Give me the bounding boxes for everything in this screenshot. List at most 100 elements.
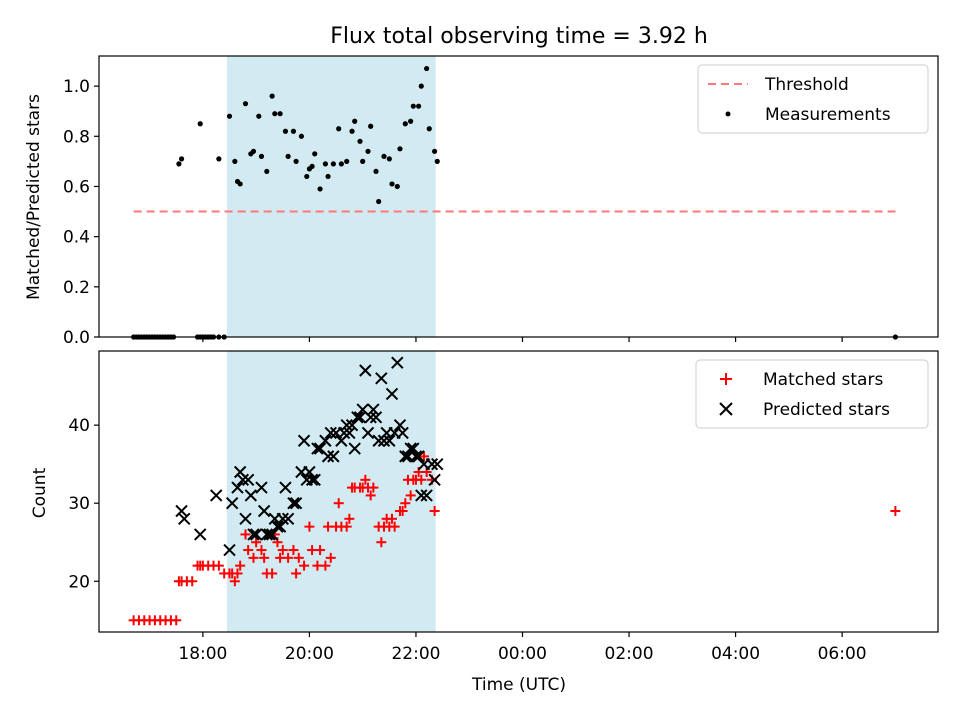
matched-stars-point [304, 521, 315, 532]
count-panel: 20 30 40 18:00 20:00 22:00 00:00 02:00 04:00 06:0… [30, 350, 939, 695]
matched-stars-point [376, 537, 387, 548]
predicted-stars-point [321, 450, 335, 463]
measurements-point [282, 128, 289, 134]
count-y-axis-label: Count [30, 467, 50, 518]
measurements-point [418, 83, 424, 89]
ratio-y-tick-label: 0.4 [63, 228, 90, 248]
predicted-stars-point [279, 481, 292, 494]
matched-stars-point [248, 552, 259, 563]
predicted-stars-point [236, 473, 250, 486]
measurements-point [394, 183, 400, 190]
measurements-point [432, 148, 438, 154]
x-tick-label: 20:00 [285, 644, 334, 664]
measurements-point [304, 173, 310, 180]
predicted-stars-point [431, 457, 444, 471]
matched-legend-label: Matched stars [763, 370, 883, 390]
ratio-y-tick-label: 0.6 [63, 177, 90, 197]
ratio-y-tick-label: 0.8 [63, 127, 90, 147]
predicted-legend-swatch [719, 402, 733, 416]
matched-stars-point [389, 521, 400, 532]
predicted-stars-point [367, 403, 380, 416]
predicted-stars-point [396, 426, 409, 440]
predicted-stars-point [241, 473, 255, 486]
predicted-stars-point [324, 426, 337, 440]
measurements-point [258, 153, 265, 159]
predicted-stars-point [415, 489, 428, 502]
predicted-stars-point [425, 457, 439, 471]
predicted-stars-point [175, 504, 188, 518]
matched-stars-point [229, 576, 240, 587]
matched-stars-point [240, 529, 251, 540]
measurements-point [426, 126, 432, 132]
matched-stars-point [259, 552, 270, 563]
threshold-legend-label: Threshold [764, 75, 849, 95]
ratio-panel: Flux total observing time = 3.92 h 0.0 0.… [24, 24, 939, 348]
predicted-stars-point [249, 528, 263, 541]
matched-stars-point [267, 568, 278, 579]
matched-stars-point [333, 498, 344, 509]
predicted-stars-point [255, 481, 268, 494]
predicted-stars-point [369, 411, 383, 424]
measurements-point [317, 186, 323, 192]
count-plot-frame [98, 350, 939, 633]
matched-stars-point [277, 545, 288, 556]
measurements-point [344, 158, 350, 164]
measurements-point [338, 161, 344, 167]
matched-stars-point [368, 482, 379, 493]
predicted-stars-point [260, 528, 274, 541]
measurements-legend-label: Measurements [765, 105, 891, 125]
matched-stars-point [360, 474, 371, 485]
matched-stars-point [243, 545, 254, 556]
predicted-stars-point [343, 426, 356, 440]
measurements-point [216, 156, 222, 162]
count-legend-box [695, 359, 929, 429]
predicted-stars-point [407, 442, 420, 455]
matched-stars-point [256, 545, 267, 556]
measurements-point [290, 128, 297, 134]
measurements-point [237, 181, 243, 187]
count-legend: Matched stars Predicted stars [695, 359, 929, 429]
predicted-stars-point [351, 411, 364, 424]
x-axis-label: Time (UTC) [471, 675, 566, 695]
ratio-y-tick-label: 0.2 [63, 278, 90, 298]
predicted-stars-point [244, 489, 258, 502]
measurements-point [264, 168, 270, 175]
predicted-stars-point [247, 528, 260, 541]
measurements-point [250, 148, 257, 154]
matched-stars-point [320, 560, 331, 571]
matched-stars-point [365, 490, 376, 501]
measurements-point [322, 161, 328, 167]
measurements-point [360, 158, 366, 164]
predicted-stars-point [271, 520, 284, 533]
measurements-point [232, 158, 238, 164]
predicted-stars-point [385, 387, 399, 401]
measurements-point [402, 121, 408, 127]
predicted-stars-point [364, 411, 377, 424]
matched-stars-point [293, 552, 304, 563]
matched-stars-point [315, 545, 326, 556]
matched-stars-point [288, 545, 299, 556]
predicted-stars-point [287, 497, 300, 510]
measurements-point [330, 161, 336, 167]
matched-stars-point [341, 521, 352, 532]
matched-stars-point [291, 568, 302, 579]
measurements-point [178, 156, 185, 162]
count-y-tick-label: 20 [68, 572, 90, 592]
x-tick-label: 22:00 [391, 644, 440, 664]
x-tick-label: 18:00 [178, 644, 227, 664]
ratio-y-tick-label: 1.0 [63, 77, 90, 97]
measurements-point [357, 138, 363, 144]
x-tick-label: 06:00 [818, 644, 867, 664]
x-tick-label: 00:00 [498, 644, 547, 664]
measurements-point [376, 198, 382, 205]
predicted-stars-point [281, 512, 295, 526]
matched-stars-point [283, 552, 294, 563]
x-tick-label: 02:00 [605, 644, 654, 664]
matched-stars-point [187, 576, 198, 587]
measurements-point [256, 113, 262, 119]
matched-stars-point [405, 490, 416, 501]
matched-stars-point [171, 615, 182, 626]
measurements-point [397, 146, 403, 152]
predicted-stars-point [327, 450, 340, 463]
